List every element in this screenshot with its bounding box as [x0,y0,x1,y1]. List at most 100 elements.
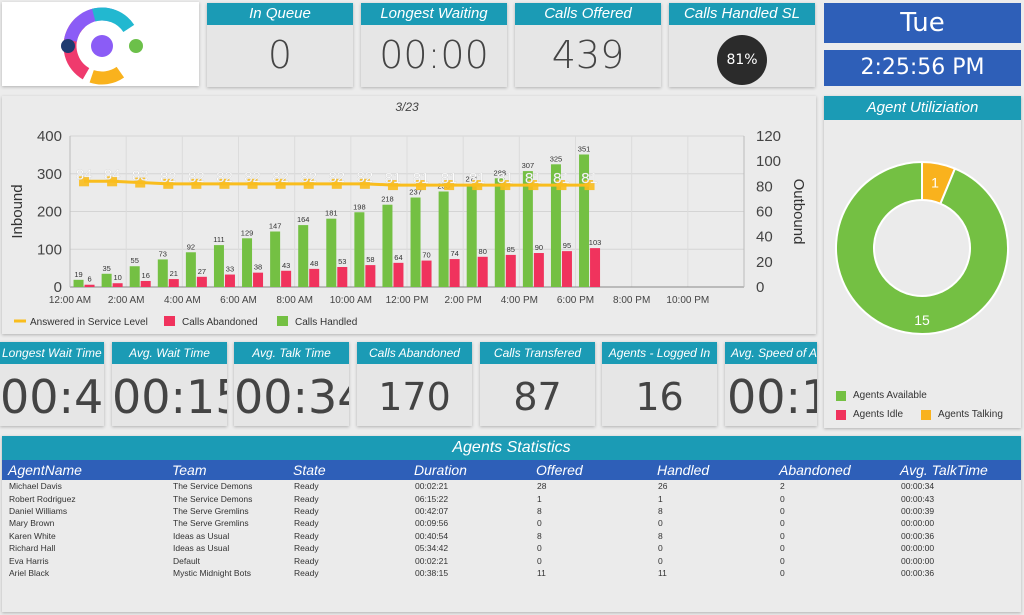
table-row[interactable]: Michael Davis The Service Demons Ready 00:0… [2,480,1021,492]
data-label-abandoned: 95 [563,241,571,250]
data-label-abandoned: 58 [366,255,374,264]
column-header[interactable]: Team [166,460,287,480]
point-service-level [584,180,595,191]
table-row[interactable]: Eva Harris Default Ready 00:02:21 0 0 0 00:00:0… [2,554,1021,566]
table-row[interactable]: Karen White Ideas as Usual Ready 00:40:54 8 8… [2,530,1021,542]
table-row[interactable]: Daniel Williams The Serve Gremlins Ready 00… [2,505,1021,517]
legend-label-talking: Agents Talking [938,409,1003,420]
stat-avg-speed-answer: Avg. Speed of Answer 00:1 [725,342,817,426]
data-label-service-level: 81 [553,170,570,187]
bar-calls-abandoned [253,272,264,287]
table-cell: 8 [658,505,663,516]
table-cell: 0 [780,543,785,554]
column-header[interactable]: Duration [408,460,530,480]
data-label-abandoned: 10 [113,273,121,282]
table-cell: Ready [294,567,319,578]
data-label-handled: 164 [297,215,310,224]
table-cell: 0 [780,555,785,566]
legend-swatch-talking [921,409,932,420]
bar-calls-handled [157,259,168,287]
stat-calls-transfered: Calls Transfered 87 [480,342,595,426]
column-header[interactable]: Handled [651,460,773,480]
stat-avg-wait: Avg. Wait Time 00:15 [112,342,227,426]
column-header[interactable]: Avg. TalkTime [894,460,1021,480]
data-label-handled: 55 [131,256,139,265]
point-service-level [556,180,567,191]
data-label-service-level: 82 [300,169,317,186]
table-cell: 2 [780,481,785,492]
data-label-handled: 181 [325,209,338,218]
bar-calls-abandoned [590,248,601,287]
y-left-tick-label: 0 [54,279,62,296]
data-label-abandoned: 21 [170,269,178,278]
table-cell: 05:34:42 [415,543,449,554]
bar-calls-handled [522,171,533,287]
legend-label-handled: Calls Handled [295,317,357,328]
stat-value: 00:15 [112,370,227,424]
bar-calls-abandoned [365,265,376,287]
legend-swatch-handled [277,316,288,326]
y-right-tick-label: 40 [756,229,773,246]
stat-value: 00:34 [234,370,349,424]
stat-avg-talk: Avg. Talk Time 00:34 [234,342,349,426]
bar-calls-abandoned [561,251,572,287]
data-label-handled: 35 [102,264,110,273]
x-tick-label: 2:00 PM [445,295,482,306]
column-header[interactable]: Offered [530,460,651,480]
bar-calls-handled [382,204,393,287]
table-cell: 0 [658,555,663,566]
table-cell: 0 [537,543,542,554]
chart-title: 3/23 [395,100,419,114]
kpi-title: In Queue [207,3,353,25]
data-label-abandoned: 85 [507,245,515,254]
x-tick-label: 6:00 AM [220,295,257,306]
data-label-handled: 19 [74,270,82,279]
data-label-service-level: 81 [413,170,430,187]
table-cell: 1 [537,493,542,504]
table-row[interactable]: Ariel Black Mystic Midnight Bots Ready 00:3… [2,567,1021,579]
x-tick-label: 8:00 PM [613,295,650,306]
data-label-service-level: 82 [357,169,374,186]
table-cell: Ready [294,505,319,516]
x-tick-label: 6:00 PM [557,295,594,306]
table-row[interactable]: Richard Hall Ideas as Usual Ready 05:34:42 0… [2,542,1021,554]
legend-swatch-idle [836,409,846,420]
data-label-service-level: 82 [328,169,345,186]
point-service-level [331,178,342,189]
column-header[interactable]: AgentName [2,460,166,480]
point-service-level [303,178,314,189]
y-right-tick-label: 100 [756,153,781,170]
column-header[interactable]: State [287,460,408,480]
kpi-title: Calls Offered [515,3,661,25]
chart-panel: 3/23 400 300 200 100 0 120 100 80 60 40 20 0 Inbound O… [2,96,816,334]
table-cell: Daniel Williams [9,505,68,516]
data-label-service-level: 82 [160,169,177,186]
column-header[interactable]: Abandoned [773,460,894,480]
table-row[interactable]: Mary Brown The Serve Gremlins Ready 00:09:5… [2,517,1021,529]
agents-header-row: AgentName Team State Duration Offered Handled… [2,460,1021,480]
bar-calls-handled [213,245,224,287]
data-label-service-level: 81 [525,170,542,187]
stat-title: Avg. Speed of Answer [725,342,817,364]
y-left-tick-label: 400 [37,128,62,145]
bar-calls-abandoned [505,254,516,287]
table-cell: 11 [658,567,667,578]
bar-calls-abandoned [309,268,320,287]
table-cell: 00:40:54 [415,530,449,541]
y-right-axis-label: Outbound [790,179,807,245]
stat-value: 00:1 [727,370,817,424]
stat-title: Avg. Wait Time [112,342,227,364]
table-cell: 0 [780,530,785,541]
bar-calls-handled [129,266,140,287]
bar-calls-handled [579,154,590,287]
data-label-handled: 307 [522,161,535,170]
data-label-service-level: 81 [469,170,486,187]
bar-calls-handled [410,197,421,287]
y-right-tick-label: 60 [756,204,773,221]
data-label-handled: 198 [353,202,366,211]
agents-table-body: Michael Davis The Service Demons Ready 00:0… [2,480,1021,579]
y-right-tick-label: 0 [756,279,764,296]
bar-calls-handled [326,218,337,287]
table-row[interactable]: Robert Rodriguez The Service Demons Ready 0… [2,492,1021,504]
data-label-abandoned: 6 [87,275,91,284]
